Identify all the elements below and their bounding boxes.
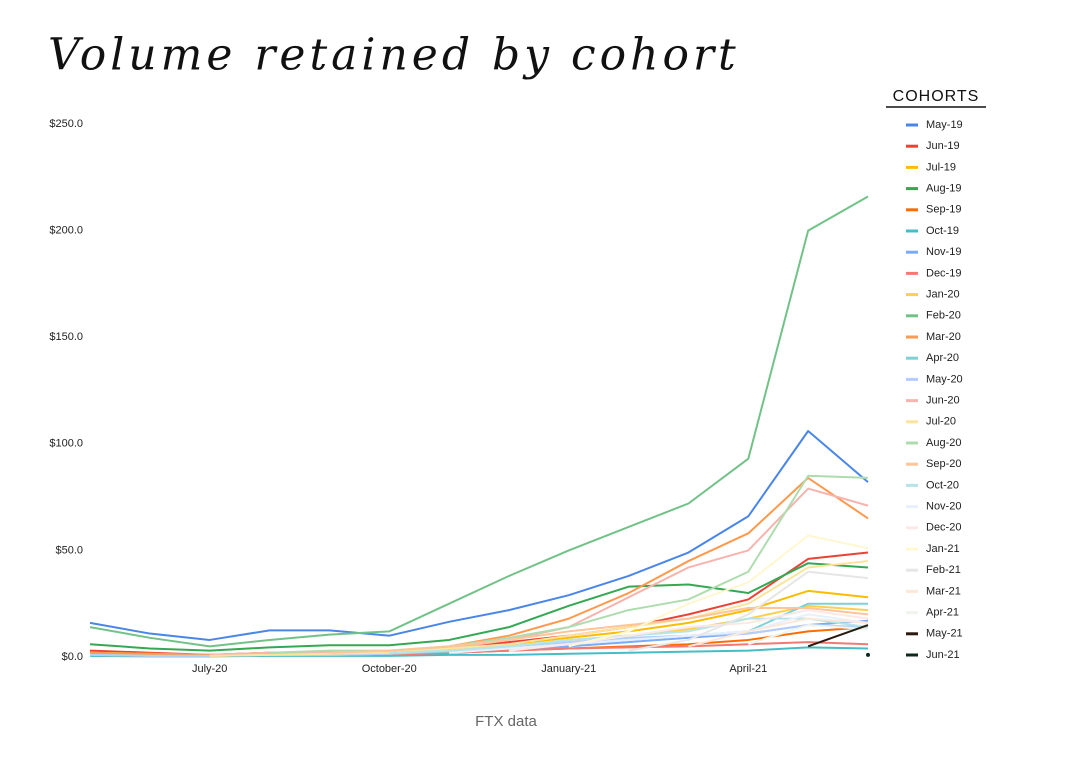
legend-label: Jun-20 (926, 395, 960, 407)
point (866, 652, 870, 657)
series-line (209, 487, 869, 656)
legend-label: Apr-21 (926, 607, 959, 619)
series-line (449, 613, 869, 654)
legend-label: Oct-19 (926, 225, 959, 237)
chart-title: Volume retained by cohort (48, 30, 740, 81)
series-line (89, 195, 869, 648)
x-tick-label: April-21 (729, 663, 767, 675)
legend-label: Jul-19 (926, 161, 956, 173)
y-tick-label: $250.0 (49, 118, 83, 130)
legend-label: Sep-20 (926, 458, 961, 470)
legend-label: Jun-19 (926, 140, 960, 152)
series-line (89, 430, 869, 641)
y-tick-label: $150.0 (49, 331, 83, 343)
legend-label: Nov-19 (926, 246, 961, 258)
legend-label: May-19 (926, 119, 963, 131)
series-line (269, 474, 869, 654)
series-line (628, 570, 869, 652)
legend-label: Dec-19 (926, 267, 961, 279)
series-line (748, 624, 869, 646)
series-line (329, 606, 869, 654)
series-line (568, 534, 869, 648)
series-line (209, 560, 869, 657)
x-tick-label: July-20 (192, 663, 227, 675)
legend-label: Aug-19 (926, 183, 961, 195)
caption: FTX data (475, 713, 537, 730)
series-line (688, 617, 869, 648)
legend-label: Apr-20 (926, 352, 959, 364)
legend-label: Jan-21 (926, 543, 960, 555)
y-tick-label: $50.0 (55, 544, 83, 556)
series-line (508, 609, 869, 652)
series-line (807, 624, 869, 648)
legend-label: Jun-21 (926, 649, 960, 661)
legend-label: Dec-20 (926, 522, 961, 534)
y-tick-label: $0.0 (62, 651, 83, 663)
legend-label: Jan-20 (926, 289, 960, 301)
y-tick-label: $100.0 (49, 438, 83, 450)
legend-label: Jul-20 (926, 416, 956, 428)
legend-label: Nov-20 (926, 501, 961, 513)
y-tick-label: $200.0 (49, 225, 83, 237)
x-tick-label: October-20 (362, 663, 417, 675)
legend-label: Sep-19 (926, 204, 961, 216)
legend-label: Feb-20 (926, 310, 961, 322)
legend-title: COHORTS (893, 88, 980, 105)
series-line (89, 562, 869, 652)
x-tick-label: January-21 (541, 663, 596, 675)
legend-label: Oct-20 (926, 479, 959, 491)
legend-label: May-21 (926, 628, 963, 640)
legend-label: Feb-21 (926, 564, 961, 576)
legend-label: Mar-20 (926, 331, 961, 343)
legend-label: Mar-21 (926, 585, 961, 597)
legend-label: May-20 (926, 373, 963, 385)
legend-label: Aug-20 (926, 437, 961, 449)
